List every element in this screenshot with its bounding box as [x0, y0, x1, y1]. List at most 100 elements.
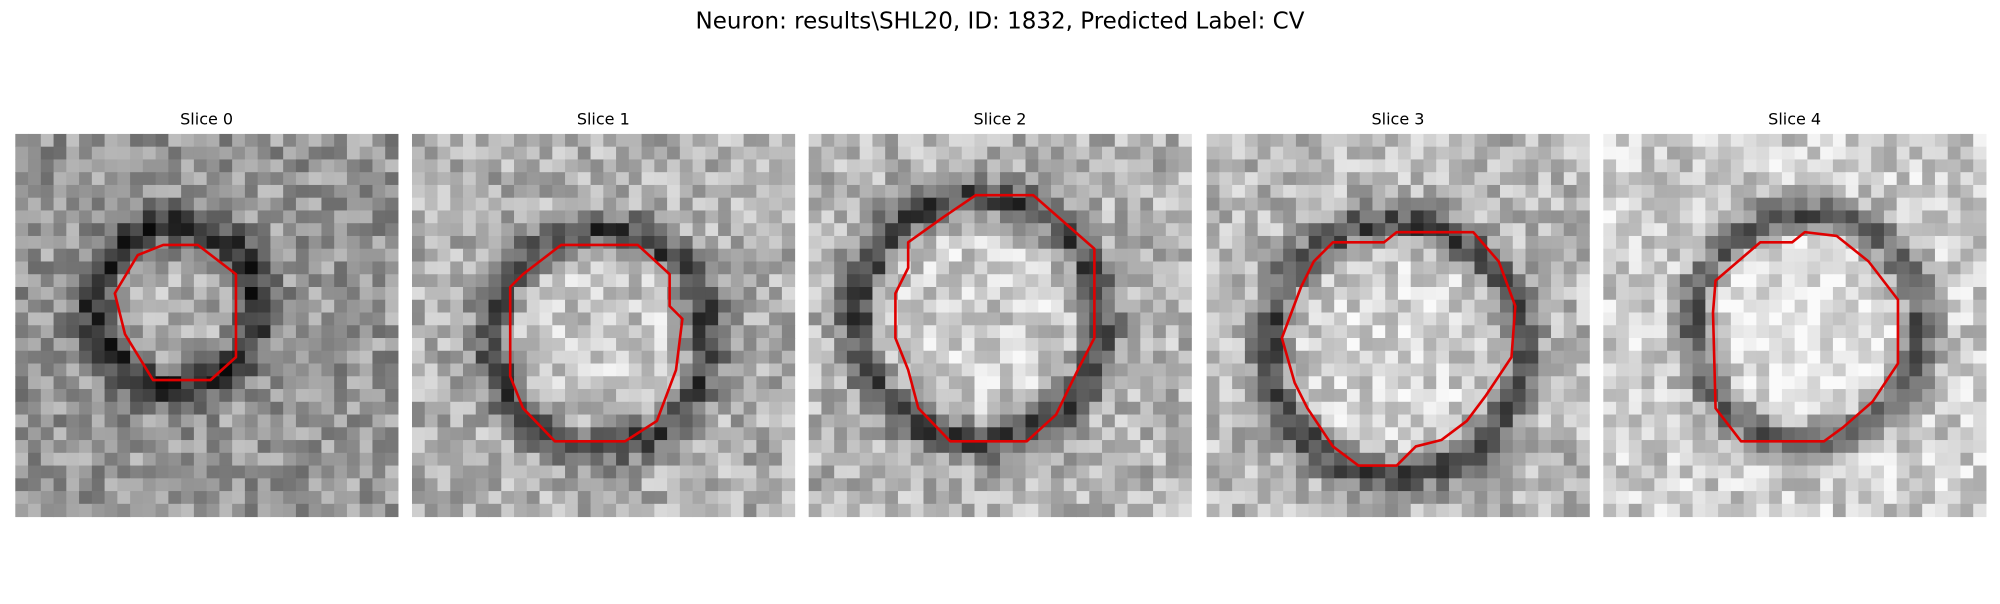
- pixel: [923, 503, 937, 518]
- pixel: [1641, 184, 1655, 199]
- pixel: [193, 491, 208, 505]
- pixel: [40, 478, 55, 492]
- pixel: [603, 363, 617, 377]
- pixel: [1692, 299, 1706, 313]
- pixel: [40, 210, 55, 224]
- pixel: [705, 376, 719, 390]
- pixel: [91, 363, 106, 377]
- contour: [1711, 230, 1900, 443]
- pixel: [424, 133, 438, 148]
- pixel: [257, 235, 271, 250]
- pixel: [1807, 159, 1821, 173]
- pixel: [1794, 414, 1808, 428]
- pixel: [40, 299, 55, 313]
- pixel: [1140, 312, 1154, 326]
- pixel: [130, 427, 144, 441]
- pixel: [1000, 440, 1014, 454]
- pixel: [53, 235, 67, 250]
- pixel: [295, 312, 310, 326]
- pixel: [1883, 401, 1898, 416]
- pixel: [1628, 414, 1643, 428]
- pixel: [1679, 312, 1694, 326]
- pixel: [1576, 389, 1590, 403]
- pixel: [1308, 440, 1322, 454]
- pixel: [1807, 427, 1821, 441]
- pixel: [91, 146, 106, 160]
- pixel: [1346, 478, 1361, 492]
- pixel: [692, 452, 706, 467]
- pixel: [641, 389, 655, 403]
- pixel: [270, 184, 284, 199]
- pixel: [539, 503, 553, 518]
- pixel: [334, 414, 348, 428]
- pixel: [359, 363, 373, 377]
- pixel: [40, 452, 55, 467]
- pixel: [667, 465, 681, 479]
- pixel: [936, 184, 950, 199]
- pixel: [1730, 503, 1745, 518]
- pixel: [1321, 235, 1335, 250]
- pixel: [885, 210, 899, 224]
- pixel: [193, 389, 208, 403]
- pixel: [1973, 146, 1987, 160]
- pixel: [514, 248, 528, 262]
- pixel: [1500, 389, 1514, 403]
- pixel: [1667, 503, 1681, 518]
- pixel: [846, 184, 861, 199]
- pixel: [1448, 503, 1463, 518]
- pixel: [730, 184, 745, 199]
- pixel: [616, 248, 630, 262]
- pixel: [1385, 197, 1399, 211]
- pixel: [168, 325, 182, 339]
- pixel: [1025, 440, 1039, 454]
- pixel: [923, 427, 937, 441]
- pixel: [91, 452, 106, 467]
- pixel: [1308, 465, 1322, 479]
- pixel: [948, 452, 963, 467]
- pixel: [219, 325, 233, 339]
- pixel: [79, 197, 93, 211]
- pixel: [743, 503, 757, 518]
- pixel: [1102, 210, 1116, 224]
- pixel: [846, 312, 861, 326]
- pixel: [1461, 363, 1475, 377]
- pixel: [1563, 223, 1578, 237]
- pixel: [1000, 363, 1014, 377]
- pixel: [488, 274, 502, 288]
- pixel: [1244, 274, 1259, 288]
- pixel: [1667, 223, 1681, 237]
- pixel: [910, 146, 924, 160]
- pixel: [897, 286, 912, 301]
- pixel: [53, 184, 67, 199]
- pixel: [321, 338, 335, 352]
- pixel: [552, 465, 566, 479]
- pixel: [948, 261, 963, 275]
- pixel: [1781, 248, 1796, 262]
- pixel: [1487, 452, 1501, 467]
- pixel: [117, 133, 131, 148]
- pixel: [846, 503, 861, 518]
- pixel: [679, 184, 694, 199]
- pixel: [1769, 133, 1783, 148]
- pixel: [372, 312, 386, 326]
- pixel: [577, 491, 592, 505]
- pixel: [948, 389, 963, 403]
- pixel: [1359, 350, 1373, 365]
- pixel: [1934, 401, 1949, 416]
- pixel: [514, 452, 528, 467]
- pixel: [1038, 146, 1052, 160]
- pixel: [1563, 478, 1578, 492]
- pixel: [743, 427, 757, 441]
- pixel: [526, 465, 541, 479]
- pixel: [1871, 452, 1885, 467]
- pixel: [1474, 491, 1488, 505]
- pixel: [1551, 197, 1565, 211]
- pixel: [526, 414, 541, 428]
- pixel: [321, 452, 335, 467]
- pixel: [1372, 312, 1386, 326]
- pixel: [1576, 465, 1590, 479]
- pixel: [808, 350, 822, 365]
- pixel: [539, 465, 553, 479]
- pixel: [974, 261, 988, 275]
- pixel: [1076, 414, 1090, 428]
